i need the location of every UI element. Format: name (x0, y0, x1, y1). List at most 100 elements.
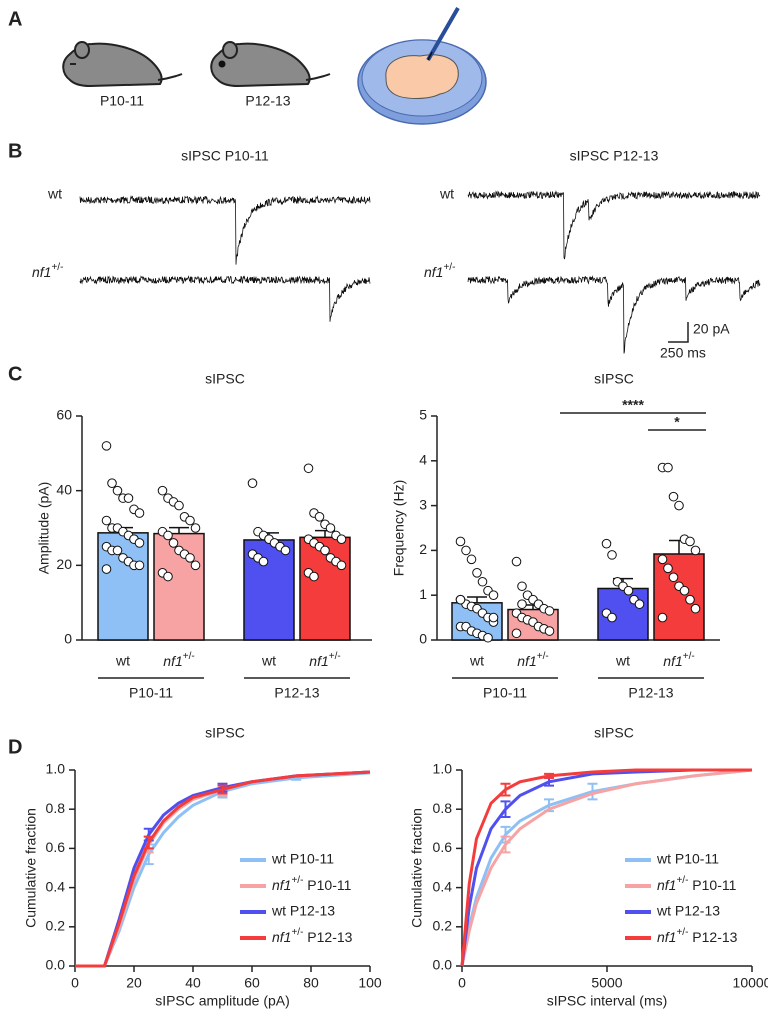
y-tick-label: 0.6 (433, 839, 453, 855)
row-label: nf1+/- (32, 262, 63, 280)
data-point (314, 512, 325, 522)
x-tick-label: wt (261, 653, 276, 669)
chart-title: sIPSC (594, 725, 634, 741)
series-line (460, 768, 753, 967)
data-point (679, 585, 690, 596)
data-point (101, 441, 112, 451)
data-point (123, 493, 134, 503)
data-point (101, 564, 112, 574)
data-point (601, 538, 612, 549)
y-tick-label: 1 (419, 586, 427, 602)
data-point (134, 538, 145, 548)
trace (79, 195, 371, 265)
x-tick-label: nf1+/- (517, 651, 548, 669)
slice-dish (357, 7, 487, 125)
data-point (461, 545, 471, 556)
series-line (460, 768, 752, 967)
x-tick-label: wt (469, 653, 484, 669)
data-point (488, 590, 499, 601)
y-tick-label: 0.4 (46, 878, 66, 894)
panel-label: B (8, 140, 22, 162)
data-point (168, 538, 179, 548)
y-tick-label: 0.4 (433, 878, 453, 894)
x-tick-label: nf1+/- (663, 651, 694, 669)
data-point (517, 581, 527, 592)
trace-title: sIPSC P10-11 (181, 148, 269, 164)
trace-title: sIPSC P12-13 (570, 148, 659, 164)
mouse (210, 41, 331, 88)
data-point (483, 632, 493, 643)
data-point (163, 571, 173, 582)
data-point (511, 628, 522, 639)
data-point (101, 515, 112, 526)
data-point (190, 560, 201, 571)
row-label: wt (47, 186, 62, 202)
group-label: P10-11 (129, 685, 173, 701)
data-point (157, 485, 168, 496)
x-tick-label: 5000 (591, 975, 622, 991)
data-point (607, 612, 617, 623)
y-axis-label: Cumulative fraction (409, 808, 425, 928)
data-point (472, 568, 482, 578)
trace (79, 275, 371, 322)
data-point (455, 594, 466, 605)
y-tick-label: 1.0 (433, 761, 453, 777)
data-point (685, 536, 695, 547)
data-point (517, 599, 527, 609)
data-point (623, 585, 634, 596)
x-axis-label: sIPSC amplitude (pA) (155, 993, 290, 1009)
data-point (634, 599, 645, 609)
age-label: P10-11 (100, 93, 144, 109)
y-axis-label: Cumulative fraction (23, 808, 39, 928)
legend-label: nf1+/- P10-11 (657, 875, 737, 893)
data-point (309, 571, 319, 582)
data-point (134, 560, 145, 571)
data-point (107, 478, 117, 489)
data-point (320, 545, 330, 556)
y-tick-label: 1.0 (46, 761, 66, 777)
legend-label: wt P12-13 (656, 903, 720, 919)
mouse (62, 41, 183, 88)
y-axis-label: Frequency (Hz) (391, 480, 407, 576)
data-point (185, 515, 195, 526)
scale-bar (668, 322, 689, 343)
x-tick-label: 20 (126, 975, 142, 991)
data-point (280, 545, 291, 556)
legend-label: wt P10-11 (656, 851, 719, 867)
scale-label: 250 ms (660, 345, 706, 361)
x-tick-label: 60 (244, 975, 260, 991)
y-tick-label: 60 (56, 407, 72, 423)
data-point (657, 612, 668, 623)
legend-label: wt P12-13 (271, 903, 335, 919)
legend-label: nf1+/- P10-11 (272, 875, 352, 893)
data-point (477, 576, 488, 587)
data-point (112, 545, 123, 556)
data-point (668, 491, 679, 502)
error-bar (467, 596, 487, 603)
series-line (75, 770, 371, 968)
data-point (185, 553, 195, 563)
y-tick-label: 0.0 (433, 957, 453, 973)
x-tick-label: 80 (303, 975, 319, 991)
data-point (663, 462, 673, 473)
data-point (668, 572, 679, 583)
y-axis-label: Amplitude (pA) (36, 482, 52, 575)
data-point (685, 594, 695, 605)
data-point (544, 626, 555, 636)
data-point (258, 556, 269, 567)
chart-title: sIPSC (594, 371, 634, 387)
error-bar (169, 526, 189, 534)
error-bar (587, 782, 598, 801)
data-point (247, 478, 258, 489)
row-label: nf1+/- (424, 262, 455, 280)
chart-title: sIPSC (205, 725, 245, 741)
y-tick-label: 0 (419, 631, 427, 647)
data-point (112, 485, 123, 496)
y-tick-label: 0.0 (46, 957, 66, 973)
x-tick-label: 100 (358, 975, 382, 991)
chart-title: sIPSC (205, 371, 245, 387)
group-label: P12-13 (274, 685, 319, 701)
data-point (174, 500, 184, 511)
x-tick-label: 0 (458, 975, 466, 991)
